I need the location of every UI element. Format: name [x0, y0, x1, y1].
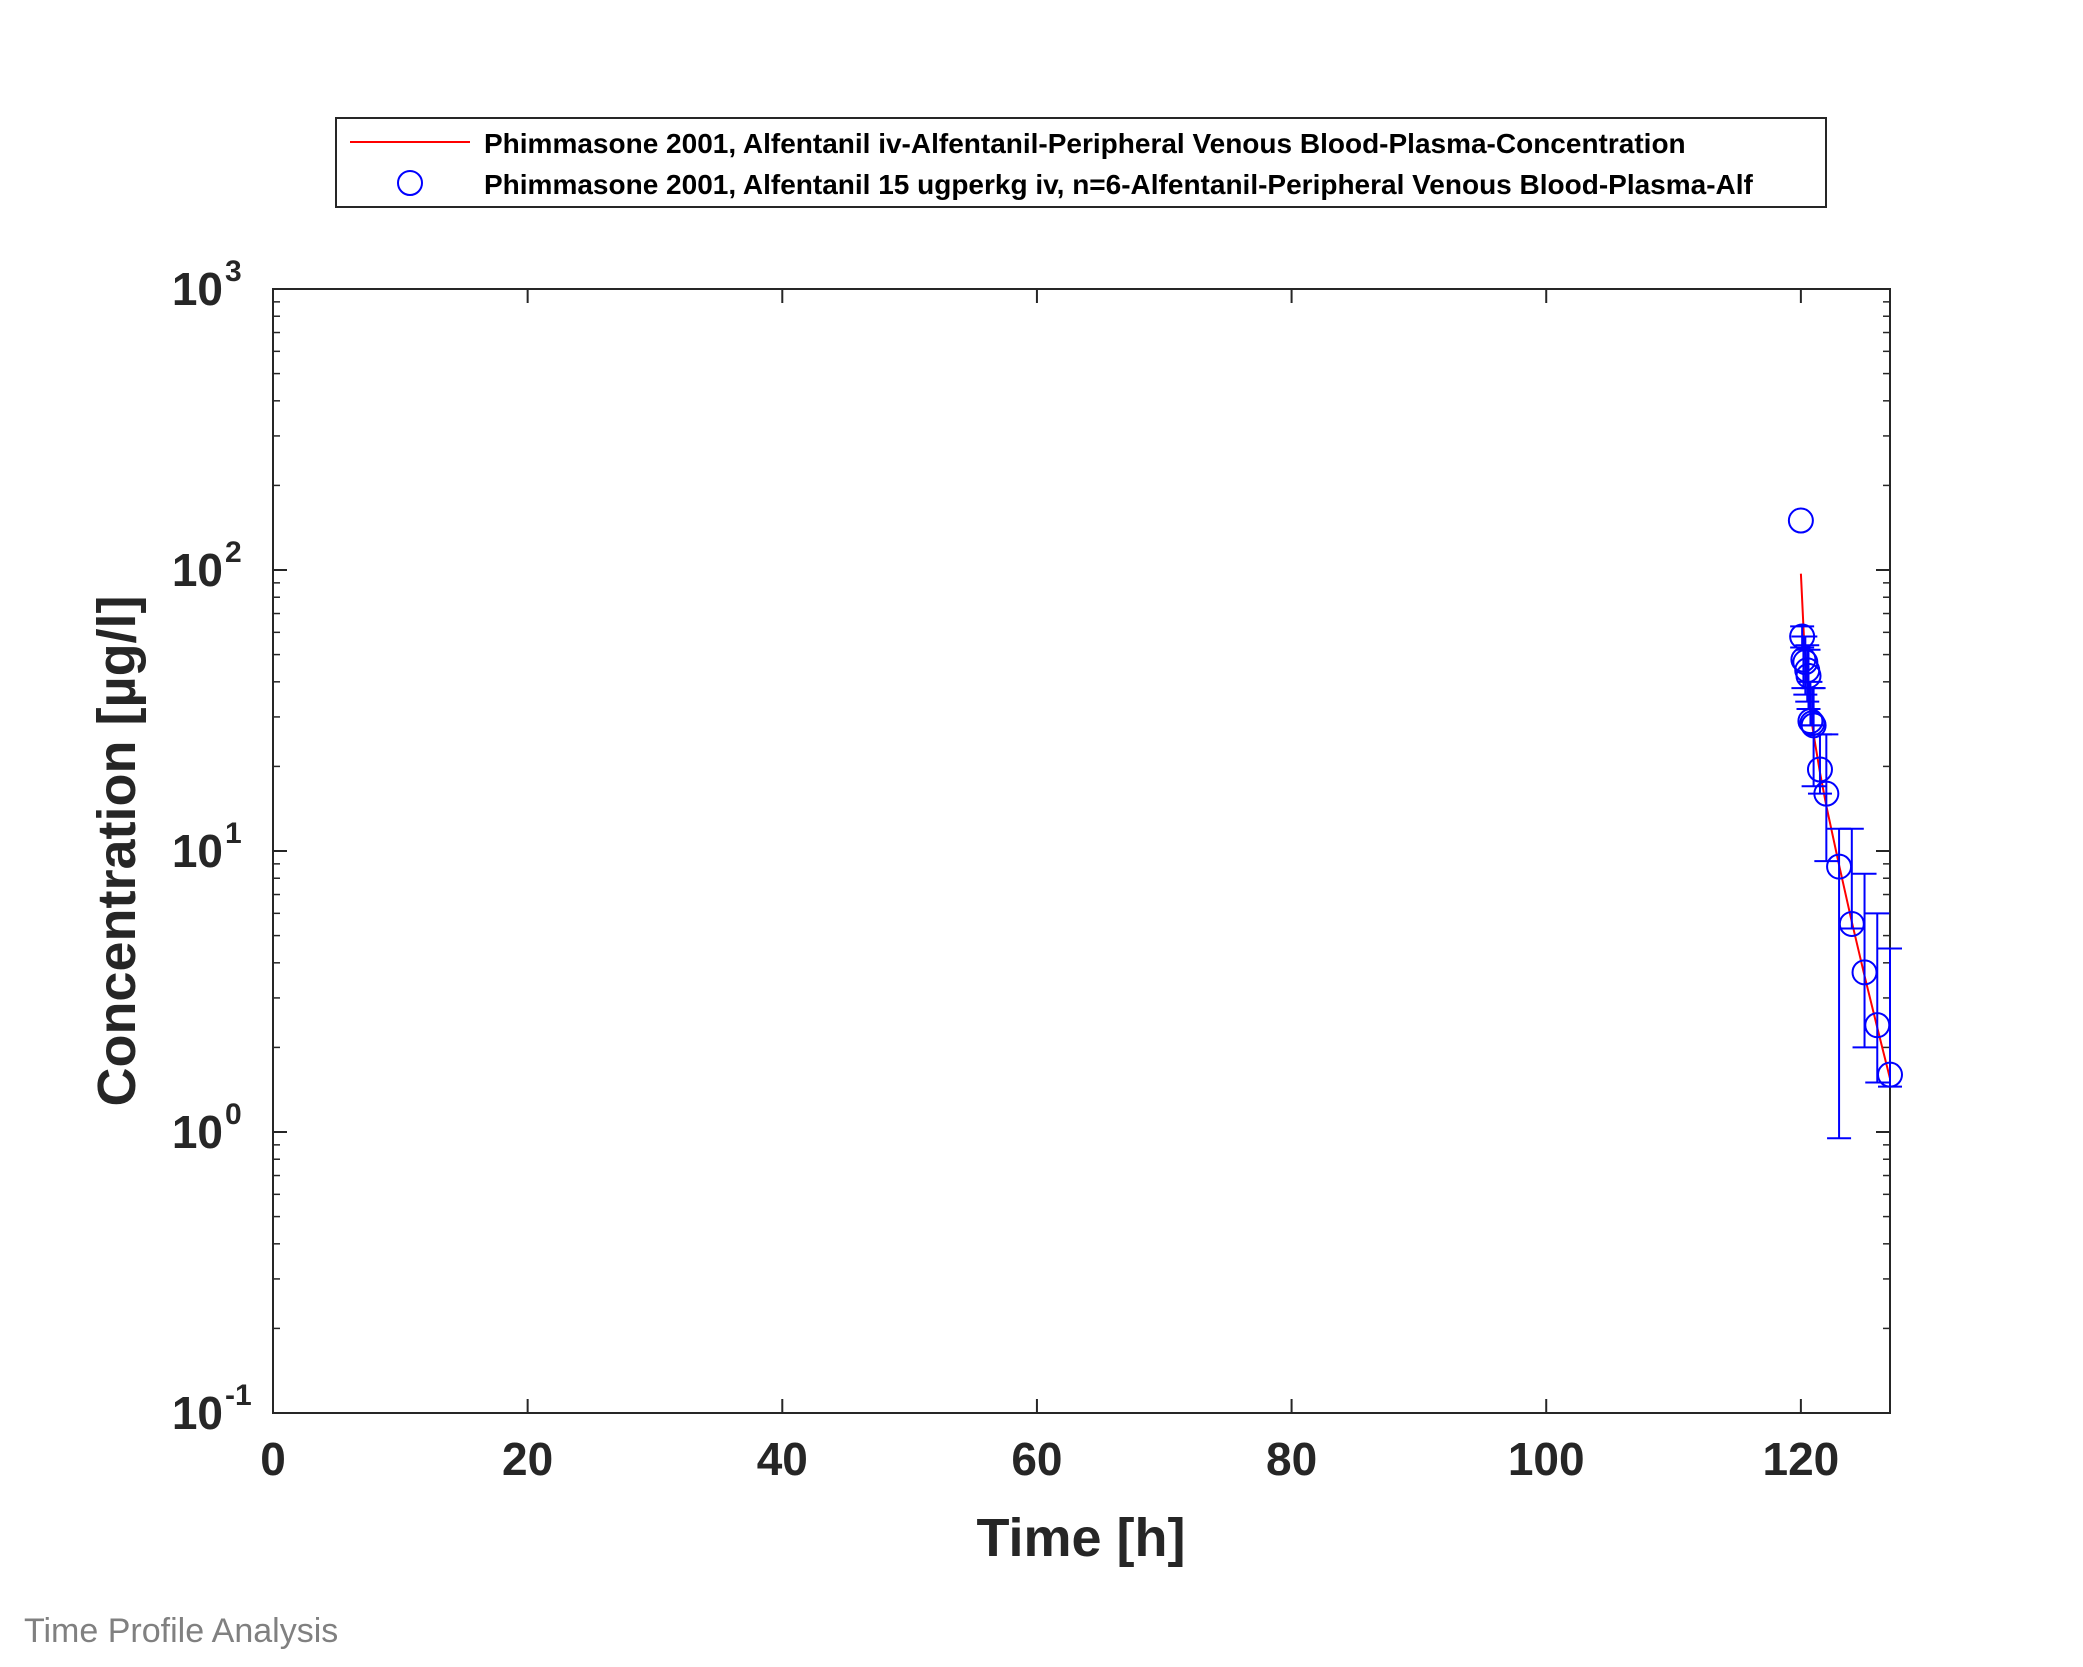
data-point [1877, 1061, 1903, 1088]
legend-label-observed: Phimmasone 2001, Alfentanil 15 ugperkg i… [484, 169, 1754, 200]
x-tick-label: 40 [757, 1433, 808, 1485]
x-tick-label: 120 [1762, 1433, 1839, 1485]
y-tick-label: 10 [172, 544, 223, 596]
x-tick-label: 0 [260, 1433, 286, 1485]
x-tick-label: 80 [1266, 1433, 1317, 1485]
legend-label-model: Phimmasone 2001, Alfentanil iv-Alfentani… [484, 128, 1686, 159]
y-tick-label: 10 [172, 263, 223, 315]
x-axis: 0 20 40 60 80 100 120 [260, 289, 1839, 1485]
x-tick-label: 60 [1011, 1433, 1062, 1485]
footer-caption: Time Profile Analysis [24, 1612, 339, 1650]
data-point [1813, 780, 1840, 807]
legend-box [335, 117, 1827, 208]
y-tick-exponent: -1 [225, 1379, 252, 1412]
y-tick-exponent: 1 [225, 817, 242, 850]
y-tick-label: 10 [172, 1106, 223, 1158]
x-tick-label: 100 [1508, 1433, 1585, 1485]
y-tick-label: 10 [172, 825, 223, 877]
data-point [1797, 708, 1824, 735]
data-point [1800, 712, 1827, 739]
y-tick-label: 10 [172, 1387, 223, 1439]
legend-circle-marker [397, 170, 423, 196]
data-point [1806, 756, 1833, 783]
data-point [1787, 507, 1814, 534]
y-tick-exponent: 0 [225, 1098, 242, 1131]
x-tick-label: 20 [502, 1433, 553, 1485]
y-tick-exponent: 3 [225, 255, 242, 288]
series-observed-markers [1787, 507, 1903, 1140]
y-axis-title: Concentration [µg/l] [87, 595, 147, 1106]
data-point [1790, 646, 1817, 673]
plot-area [272, 288, 1891, 1414]
x-axis-title: Time [h] [976, 1508, 1185, 1568]
legend: Phimmasone 2001, Alfentanil iv-Alfentani… [335, 117, 1827, 208]
y-tick-exponent: 2 [225, 536, 242, 569]
